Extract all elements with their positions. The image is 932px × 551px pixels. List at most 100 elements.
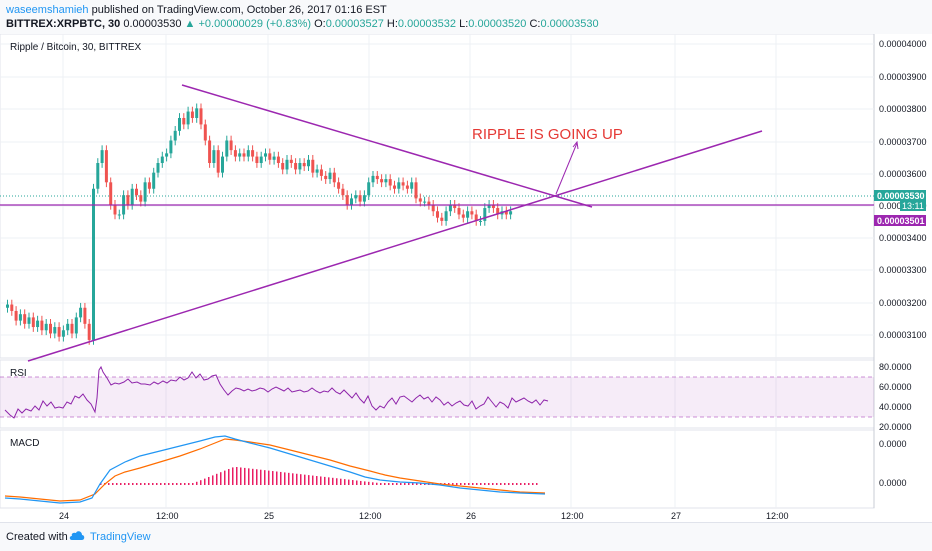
candle-body: [36, 320, 40, 328]
price-tick: 0.00003900: [879, 72, 927, 82]
annotation-arrow[interactable]: [555, 142, 578, 195]
author-link[interactable]: waseemshamieh: [6, 4, 89, 16]
macd-hist-bar: [328, 477, 330, 485]
macd-pane[interactable]: [0, 429, 875, 509]
candle-body: [113, 204, 117, 215]
candle-body: [27, 317, 31, 324]
ohlc-line: BITTREX:XRPBTC, 30 0.00003530 ▲ +0.00000…: [6, 18, 599, 30]
candle-body: [264, 153, 267, 157]
candle-body: [350, 198, 353, 205]
candle-body: [70, 323, 74, 334]
macd-hist-bar: [176, 483, 178, 485]
macd-hist-bar: [528, 483, 530, 485]
symbol-label[interactable]: BITTREX:XRPBTC, 30: [6, 18, 121, 30]
candle-body: [104, 150, 108, 183]
candle-body: [281, 163, 285, 170]
candle-body: [444, 211, 448, 221]
candle-body: [358, 195, 362, 202]
macd-hist-bar: [524, 483, 526, 485]
tradingview-cloud-icon[interactable]: [68, 528, 86, 542]
candle-body: [354, 195, 358, 199]
macd-hist-bar: [268, 470, 270, 485]
macd-hist-bar: [248, 468, 250, 485]
price-tick: 0.00003100: [879, 330, 927, 340]
close-label: C:: [529, 18, 541, 30]
candle-body: [509, 211, 513, 215]
rsi-label: RSI: [10, 368, 27, 379]
candle-body: [436, 211, 439, 218]
candle-body: [190, 111, 194, 118]
macd-hist-bar: [252, 468, 254, 485]
price-tick: 0.00003700: [879, 137, 927, 147]
macd-hist-bar: [468, 483, 470, 485]
macd-hist-bar: [536, 483, 538, 485]
macd-hist-bar: [364, 481, 366, 485]
candle-body: [504, 211, 508, 215]
tradingview-link[interactable]: TradingView: [90, 531, 151, 543]
macd-hist-bar: [276, 471, 278, 485]
candle-body: [470, 211, 474, 215]
macd-axis[interactable]: 0.0000 0.0000: [879, 439, 907, 488]
low-label: L:: [459, 18, 469, 30]
macd-hist-bar: [368, 481, 370, 485]
candle-body: [14, 310, 18, 321]
macd-hist-bar: [488, 483, 490, 485]
rsi-axis[interactable]: 80.0000 60.0000 40.0000 20.0000: [879, 362, 912, 432]
rsi-tick: 20.0000: [879, 422, 912, 432]
macd-hist-bar: [460, 483, 462, 485]
candle-body: [289, 159, 293, 164]
macd-hist-bar: [164, 483, 166, 485]
candle-body: [427, 201, 431, 205]
time-tick: 26: [466, 511, 476, 521]
macd-hist-bar: [144, 483, 146, 485]
macd-hist-bar: [332, 477, 334, 485]
candle-body: [53, 327, 57, 334]
candle-body: [285, 159, 289, 170]
candle-body: [229, 140, 233, 151]
candle-body: [466, 211, 470, 218]
macd-hist-bar: [224, 470, 226, 485]
macd-hist-bar: [232, 467, 234, 485]
macd-hist-bar: [244, 467, 246, 485]
macd-hist-bar: [208, 477, 210, 485]
candle-body: [457, 208, 461, 215]
macd-hist-bar: [320, 476, 322, 485]
candle-body: [294, 163, 298, 170]
arrow-head-icon: [572, 140, 579, 150]
candle-body: [160, 156, 164, 164]
time-tick: 27: [671, 511, 681, 521]
price-tick: 0.00003800: [879, 104, 927, 114]
macd-hist-bar: [264, 470, 266, 485]
ascending-trendline[interactable]: [27, 130, 763, 362]
chart-header: waseemshamieh published on TradingView.c…: [0, 0, 932, 34]
candle-body: [474, 214, 478, 221]
macd-hist-bar: [396, 483, 398, 485]
macd-hist-bar: [136, 483, 138, 485]
created-with-label: Created with: [6, 531, 68, 543]
price-axis[interactable]: 0.00004000 0.00003900 0.00003800 0.00003…: [879, 39, 927, 340]
candle-body: [147, 182, 151, 189]
descending-trendline[interactable]: [181, 84, 593, 208]
macd-hist-bar: [308, 475, 310, 485]
candle-body: [375, 175, 379, 180]
macd-hist-bar: [508, 483, 510, 485]
macd-hist-bar: [352, 480, 354, 485]
publish-line: waseemshamieh published on TradingView.c…: [6, 4, 387, 16]
macd-label: MACD: [10, 438, 39, 449]
macd-hist-bar: [100, 483, 102, 485]
macd-hist-bar: [512, 483, 514, 485]
candle-body: [268, 153, 272, 160]
annotation-text[interactable]: RIPPLE IS GOING UP: [472, 126, 623, 143]
macd-hist-bar: [200, 480, 202, 485]
chart-canvas[interactable]: 0.00004000 0.00003900 0.00003800 0.00003…: [0, 33, 932, 522]
chart-area[interactable]: 0.00004000 0.00003900 0.00003800 0.00003…: [0, 33, 932, 522]
price-badge: [874, 190, 926, 201]
line-price-badge-text: 0.00003501: [877, 216, 925, 226]
candle-body: [319, 169, 323, 176]
macd-hist-bar: [280, 471, 282, 485]
price-tick: 0.00003600: [879, 169, 927, 179]
candle-body: [233, 150, 237, 157]
candle-body: [414, 182, 418, 199]
time-axis[interactable]: 24 12:00 25 12:00 26 12:00 27 12:00: [59, 511, 789, 521]
macd-hist-bar: [300, 474, 302, 485]
